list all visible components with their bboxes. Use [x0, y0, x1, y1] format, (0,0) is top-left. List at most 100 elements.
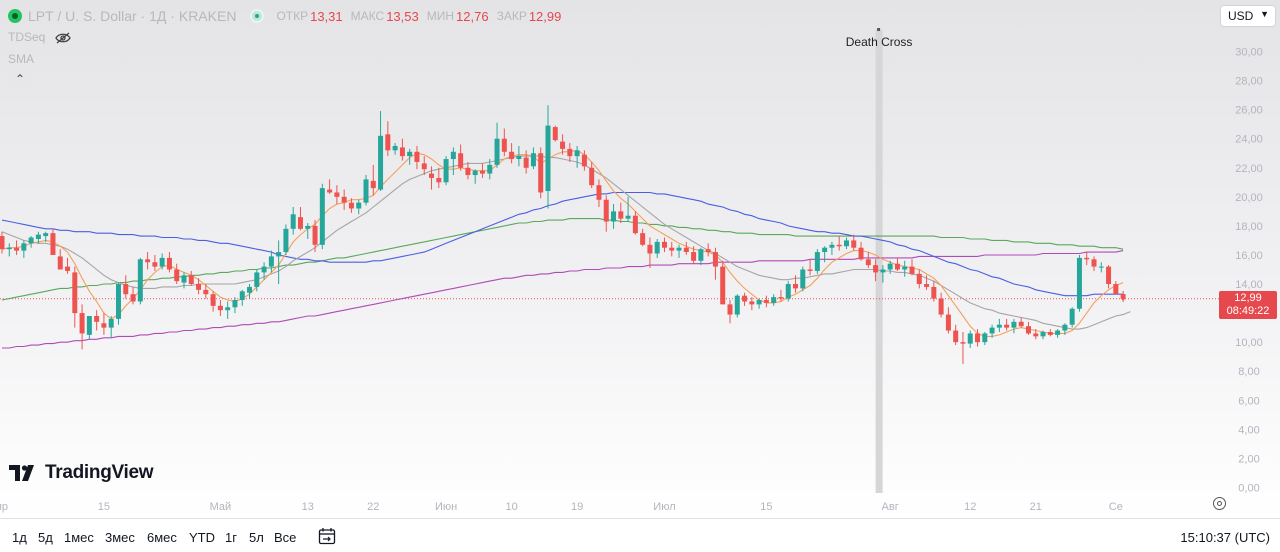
range-button-1y[interactable]: 1г: [225, 530, 237, 545]
candle: [450, 147, 456, 176]
candle-body: [1004, 324, 1010, 328]
candle: [348, 198, 354, 213]
candle-body: [560, 141, 566, 149]
candle-body: [887, 263, 893, 270]
candle-body: [924, 284, 930, 287]
range-button-3m[interactable]: 3мес: [105, 530, 135, 545]
sma-orange-line: [1, 149, 1124, 337]
candle-body: [283, 228, 289, 253]
candle: [734, 294, 740, 318]
candle: [938, 292, 944, 318]
x-tick-label: Июн: [435, 501, 457, 513]
candle-body: [50, 233, 56, 255]
candle-body: [938, 298, 944, 315]
x-tick-label: Май: [210, 501, 232, 513]
x-tick-label: 12: [964, 501, 976, 513]
candle: [0, 231, 5, 254]
candle-body: [450, 151, 456, 160]
market-status-icon[interactable]: [250, 9, 265, 23]
candle: [290, 207, 296, 235]
candle-body: [276, 252, 282, 257]
candle: [1018, 317, 1024, 328]
candle-body: [152, 262, 158, 267]
candle-body: [443, 159, 449, 183]
sma-blue-line: [1, 191, 1124, 297]
last-price-badge: 12,99 08:49:22: [1219, 291, 1277, 319]
candle-body: [479, 170, 485, 174]
candle-body: [261, 266, 267, 273]
candle: [94, 310, 100, 331]
candle: [436, 167, 442, 189]
range-button-all[interactable]: Все: [274, 530, 297, 545]
utc-clock[interactable]: 15:10:37 (UTC): [1180, 530, 1270, 545]
candle-body: [392, 145, 398, 151]
range-button-ytd[interactable]: YTD: [189, 530, 215, 545]
y-tick-label: 28,00: [1235, 76, 1263, 88]
candle-body: [807, 269, 813, 271]
candle: [1098, 262, 1104, 273]
candle: [50, 228, 56, 255]
timeframe-label[interactable]: 1Д: [149, 8, 167, 24]
candle: [341, 189, 347, 210]
y-tick-label: 20,00: [1235, 192, 1263, 204]
range-button-5y[interactable]: 5л: [249, 530, 264, 545]
candle: [247, 284, 253, 299]
candle: [814, 249, 820, 274]
candle-body: [603, 199, 609, 222]
x-tick-label: пр: [0, 501, 8, 513]
candle: [6, 243, 12, 257]
candle-body: [1120, 294, 1126, 299]
price-chart[interactable]: Death Cross0,002,004,006,008,0010,0012,0…: [0, 0, 1280, 518]
x-tick-label: 21: [1030, 501, 1042, 513]
candle-body: [57, 256, 63, 270]
range-button-6m[interactable]: 6мес: [147, 530, 177, 545]
candle-body: [385, 134, 391, 151]
y-tick-label: 16,00: [1235, 250, 1263, 262]
candle: [669, 241, 675, 257]
candle: [1106, 265, 1112, 289]
go-to-date-calendar-icon[interactable]: [318, 527, 336, 545]
candle: [530, 147, 536, 170]
currency-select[interactable]: USD ▼: [1220, 5, 1276, 27]
candle-body: [188, 275, 194, 285]
candle-body: [640, 233, 646, 245]
high-label: МАКС: [350, 9, 385, 23]
range-button-1d[interactable]: 1д: [12, 530, 27, 545]
indicator-tdseq[interactable]: TDSeq: [8, 30, 71, 44]
indicator-sma[interactable]: SMA: [8, 52, 34, 66]
candle: [378, 111, 384, 192]
candle: [174, 263, 180, 285]
settings-gear-icon[interactable]: [1213, 497, 1226, 510]
last-price-value: 12,99: [1234, 292, 1262, 304]
range-button-1m[interactable]: 1мес: [64, 530, 94, 545]
candle-body: [130, 294, 136, 302]
candle-body: [1033, 333, 1039, 337]
candle-body: [836, 244, 842, 247]
range-button-5d[interactable]: 5д: [38, 530, 53, 545]
symbol-name[interactable]: LPT / U. S. Dollar: [28, 8, 137, 24]
candle-body: [1076, 257, 1082, 309]
candle-body: [647, 244, 653, 254]
hidden-eye-icon[interactable]: [54, 32, 71, 44]
collapse-legend-button[interactable]: ⌃: [8, 70, 32, 88]
candle: [1120, 290, 1126, 303]
candle-body: [421, 163, 427, 170]
candle-body: [196, 284, 202, 290]
candle-body: [902, 266, 908, 270]
candle: [166, 252, 172, 273]
chart-area[interactable]: [0, 0, 1280, 518]
candle: [509, 143, 515, 164]
candle: [931, 281, 937, 302]
y-tick-label: 18,00: [1235, 221, 1263, 233]
candle: [742, 292, 748, 306]
candle-body: [297, 217, 303, 229]
candle: [705, 243, 711, 257]
candle-body: [1011, 321, 1017, 328]
candle: [1084, 252, 1090, 266]
candle-body: [975, 333, 981, 343]
candle-body: [123, 284, 129, 295]
tradingview-logo[interactable]: TradingView: [9, 462, 154, 484]
candle-body: [356, 202, 362, 209]
candle-body: [909, 266, 915, 274]
candle: [982, 331, 988, 346]
